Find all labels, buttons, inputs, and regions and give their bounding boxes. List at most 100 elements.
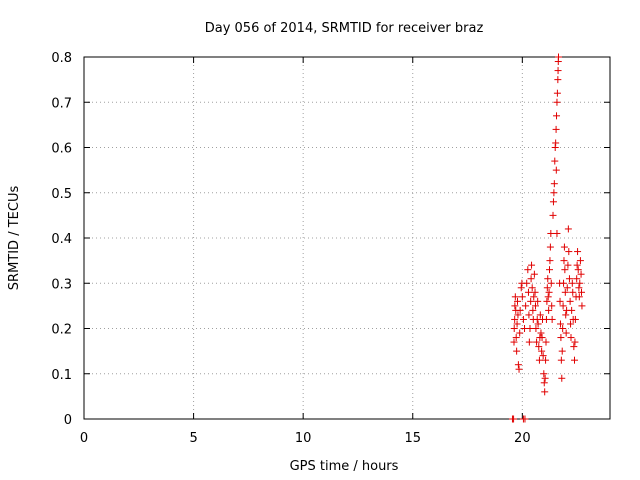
data-point [541,388,549,396]
data-point [541,374,549,382]
data-point [567,320,575,328]
data-point [510,338,518,346]
data-point [517,284,525,292]
data-point [578,302,586,310]
data-point [521,415,529,423]
data-point [567,334,575,342]
data-point [549,198,557,206]
x-tick-label: 10 [295,431,312,446]
data-points [508,53,586,423]
data-point [559,325,567,332]
data-point [533,338,541,346]
data-point [514,311,522,319]
data-point [531,288,539,296]
data-point [546,257,554,265]
plot-frame [83,56,611,420]
data-point [566,297,574,305]
data-point [548,315,556,323]
x-tick-label: 15 [404,431,421,446]
y-tick-label: 0.4 [51,232,72,247]
data-point [552,166,560,174]
data-point [513,347,521,355]
data-point [544,275,552,283]
data-point [564,261,572,269]
chart-title: Day 056 of 2014, SRMTID for receiver bra… [205,21,484,36]
data-point [522,302,530,310]
y-tick-label: 0 [64,413,72,428]
data-point [576,279,584,287]
y-tick-label: 0.6 [51,142,72,157]
y-tick-label: 0.5 [51,187,72,202]
data-point [568,306,576,314]
data-point [530,270,538,278]
data-point [540,379,548,387]
data-point [570,356,578,364]
grid-lines [84,57,610,419]
x-tick-label: 0 [80,431,88,446]
data-point [531,302,539,310]
y-tick-label: 0.7 [51,96,72,111]
data-point [568,279,576,287]
data-point [527,297,535,305]
data-point [564,225,572,233]
data-point [571,338,579,346]
data-point [542,338,550,346]
data-point [530,293,538,301]
data-point [561,288,569,296]
data-point [538,347,546,355]
data-point [575,284,583,292]
data-point [576,257,584,265]
data-point [571,315,579,323]
data-point [551,157,559,165]
y-tick-label: 0.1 [51,368,72,383]
data-point [546,266,554,274]
y-tick-label: 0.2 [51,323,72,338]
data-point [511,293,519,301]
data-point [532,325,540,332]
y-tick-label: 0.3 [51,277,72,292]
data-point [558,374,566,382]
data-point [529,306,537,314]
data-point [574,266,582,274]
data-point [526,325,534,332]
data-point [570,343,578,351]
data-point [556,320,564,328]
data-point [554,53,562,61]
data-point [575,293,583,301]
data-point [557,356,565,364]
data-point [574,248,582,256]
data-point [545,288,553,296]
data-point [547,229,555,237]
data-point [519,315,527,323]
data-point [534,320,542,328]
data-point [553,112,561,120]
data-point [560,279,568,287]
data-point [553,98,561,106]
data-point [511,315,519,323]
y-axis-label: SRMTID / TECUs [7,186,22,291]
data-point [578,288,586,296]
data-point [561,266,569,274]
x-tick-label: 20 [514,431,531,446]
data-point [565,248,573,256]
data-point [542,356,550,364]
data-point [528,284,536,292]
data-point [527,275,535,283]
data-point [513,320,521,328]
data-point [515,365,523,373]
data-point [544,293,552,301]
data-point [525,311,533,319]
data-point [524,288,532,296]
data-point [524,266,532,274]
y-axis: 0 0.1 0.2 0.3 0.4 0.5 0.6 0.7 0.8 [51,51,610,428]
data-point [573,261,581,269]
data-point [543,297,551,305]
y-tick-label: 0.8 [51,51,72,66]
data-point [516,329,524,337]
data-point [511,302,519,310]
data-point [540,370,548,378]
data-point [548,302,556,310]
data-point [554,67,562,75]
data-point [518,293,526,301]
